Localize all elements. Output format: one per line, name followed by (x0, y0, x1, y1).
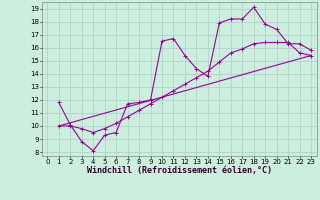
X-axis label: Windchill (Refroidissement éolien,°C): Windchill (Refroidissement éolien,°C) (87, 166, 272, 175)
